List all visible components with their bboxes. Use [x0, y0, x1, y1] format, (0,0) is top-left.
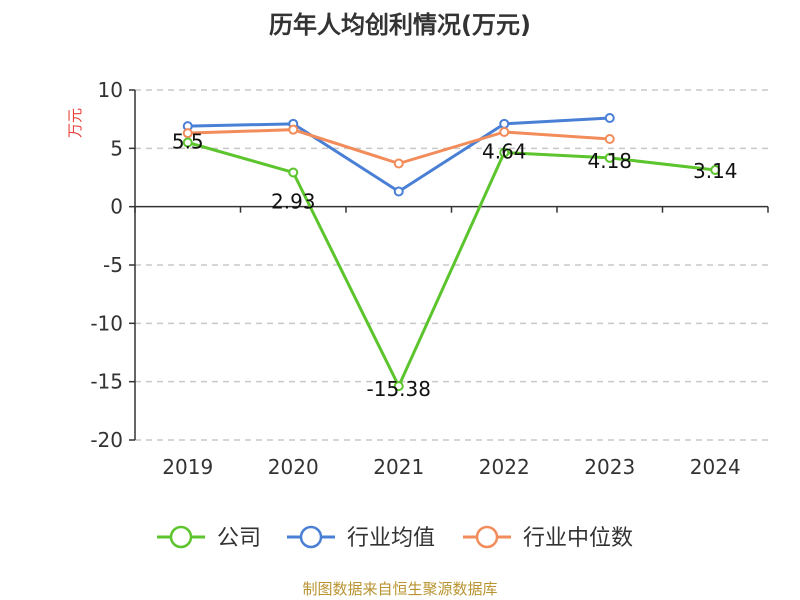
data-point[interactable]	[393, 158, 404, 169]
y-tick-label: 10	[98, 78, 123, 102]
data-point[interactable]	[710, 165, 721, 176]
chart-title: 历年人均创利情况(万元)	[269, 11, 531, 39]
y-tick-label: 0	[110, 195, 123, 219]
data-label: -15.38	[367, 377, 431, 401]
data-point[interactable]	[393, 381, 404, 392]
y-tick-label: -20	[90, 428, 123, 452]
legend[interactable]: 公司 行业均值 行业中位数	[157, 525, 633, 551]
legend-item[interactable]: 行业中位数	[463, 525, 633, 551]
x-tick-label: 2024	[690, 455, 741, 479]
legend-swatch-marker	[299, 525, 323, 549]
legend-swatch-marker	[475, 525, 499, 549]
x-ticks: 2019 2020 2021 2022 2023 2024	[162, 455, 740, 479]
axes	[134, 90, 769, 440]
series-line	[187, 141, 716, 388]
x-tick-label: 2022	[479, 455, 530, 479]
legend-label: 行业均值	[347, 526, 435, 551]
x-tick-label: 2023	[584, 455, 635, 479]
data-point[interactable]	[499, 127, 510, 137]
y-axis-label: 万元	[66, 108, 84, 138]
series-group	[182, 113, 721, 392]
data-label: 4.18	[587, 149, 632, 173]
data-point[interactable]	[604, 152, 615, 163]
data-label: 2.93	[271, 189, 316, 213]
legend-label: 行业中位数	[523, 526, 633, 551]
y-tick-label: -5	[103, 253, 123, 277]
x-tick-label: 2020	[268, 455, 319, 479]
data-point[interactable]	[604, 134, 615, 144]
legend-label: 公司	[217, 526, 261, 551]
x-tick-label: 2021	[373, 455, 424, 479]
y-ticks: 10 5 0 -5 -10 -15 -20	[90, 78, 135, 452]
legend-swatch-marker	[169, 525, 193, 549]
data-label: 3.14	[693, 159, 738, 183]
y-tick-label: -15	[90, 370, 123, 394]
data-point[interactable]	[393, 186, 404, 197]
series-line	[187, 128, 610, 165]
data-point[interactable]	[499, 118, 510, 129]
data-point[interactable]	[288, 167, 299, 178]
data-point[interactable]	[604, 113, 615, 123]
data-point[interactable]	[182, 137, 193, 148]
data-point[interactable]	[288, 124, 299, 135]
legend-item[interactable]: 公司	[157, 525, 261, 551]
grid-lines	[135, 89, 768, 441]
y-tick-label: 5	[110, 136, 123, 160]
source-note: 制图数据来自恒生聚源数据库	[302, 580, 497, 598]
data-label: 5.5	[172, 130, 204, 154]
y-tick-label: -10	[90, 311, 123, 335]
data-point[interactable]	[499, 147, 510, 158]
legend-item[interactable]: 行业均值	[287, 525, 435, 551]
data-label: 4.64	[482, 140, 527, 164]
data-labels: 5.5 2.93 -15.38 4.64 4.18 3.14	[172, 130, 738, 402]
data-point[interactable]	[182, 128, 193, 139]
x-tick-label: 2019	[162, 455, 213, 479]
